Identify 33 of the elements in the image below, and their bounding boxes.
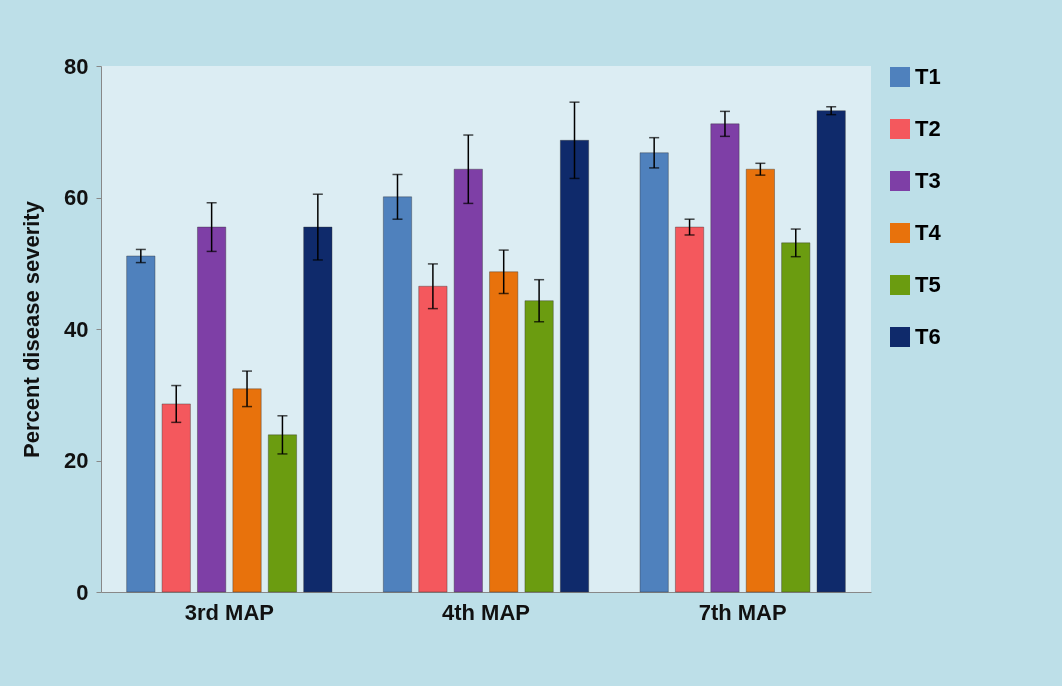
y-tick-label: 20 bbox=[64, 448, 89, 473]
bar bbox=[232, 388, 262, 593]
y-tick-label: 0 bbox=[76, 579, 89, 605]
bar bbox=[161, 403, 191, 593]
x-tick-label: 3rd MAP bbox=[184, 599, 274, 625]
y-tick-label: 80 bbox=[64, 53, 89, 79]
x-tick-label: 4th MAP bbox=[442, 599, 530, 625]
y-tick-label: 40 bbox=[64, 316, 89, 342]
bar bbox=[746, 169, 775, 593]
bar bbox=[816, 110, 846, 593]
bar bbox=[560, 140, 589, 593]
bar bbox=[303, 226, 333, 593]
y-tick-label: 60 bbox=[64, 185, 89, 210]
bar bbox=[489, 271, 519, 593]
bar bbox=[639, 152, 669, 593]
bar bbox=[418, 286, 448, 593]
bar bbox=[197, 226, 226, 593]
y-axis-title: Percent disease severity bbox=[19, 200, 45, 458]
bar bbox=[524, 300, 554, 593]
bar bbox=[675, 226, 704, 593]
bar bbox=[453, 169, 483, 593]
x-tick-label: 7th MAP bbox=[698, 599, 787, 625]
bar bbox=[710, 123, 740, 593]
bar bbox=[383, 196, 412, 593]
bar bbox=[126, 255, 156, 593]
legend-label: T3 bbox=[915, 168, 941, 193]
legend-label: T6 bbox=[915, 324, 941, 349]
legend-label: T1 bbox=[915, 64, 941, 89]
legend-label: T4 bbox=[915, 220, 942, 245]
bar bbox=[781, 242, 811, 593]
bar bbox=[268, 434, 297, 593]
legend-label: T5 bbox=[915, 272, 941, 297]
legend-label: T2 bbox=[915, 116, 941, 141]
